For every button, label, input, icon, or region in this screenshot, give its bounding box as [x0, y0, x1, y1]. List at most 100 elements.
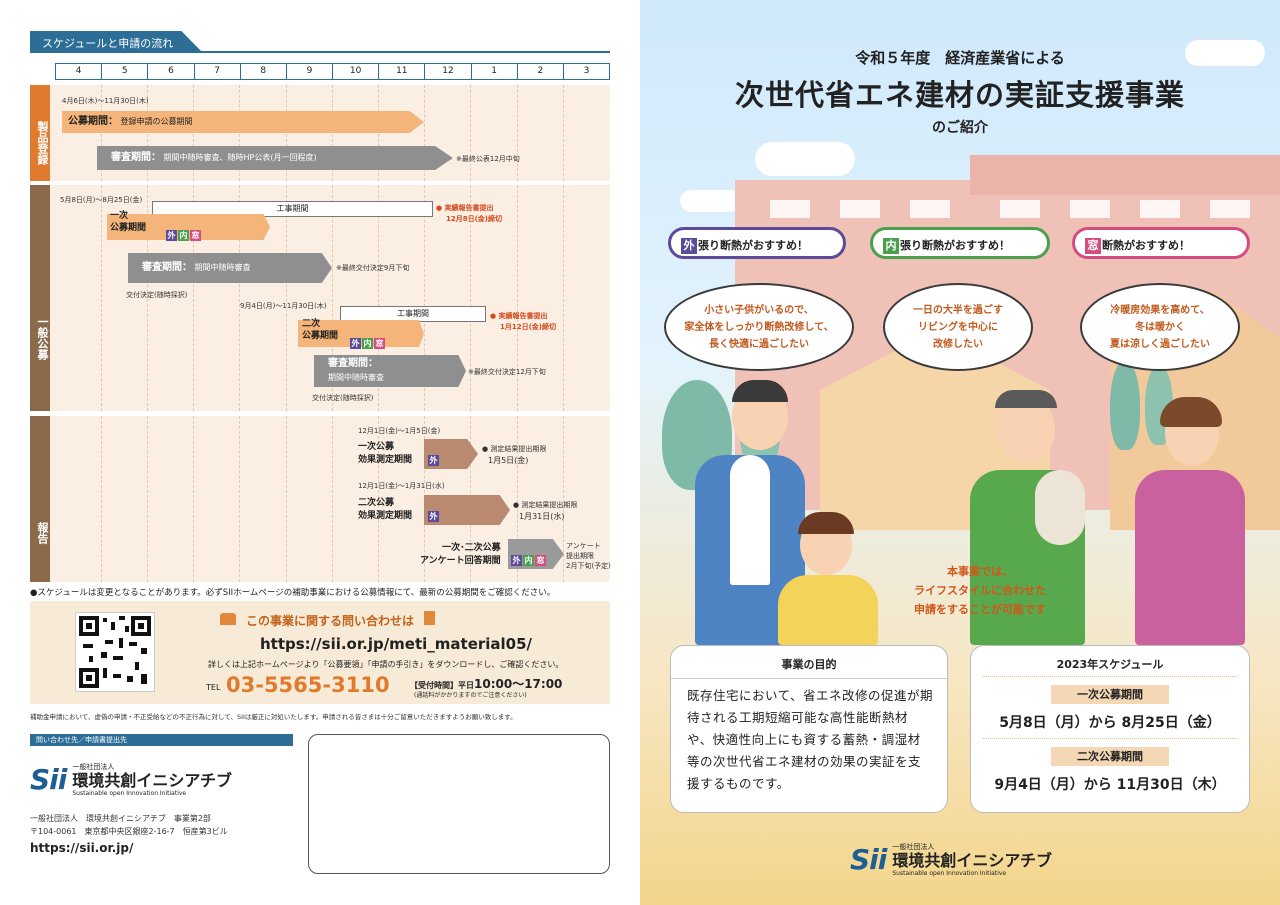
warning-text: 補助金申請において、虚偽の申請・不正受給などの不正行為に対して、SIIは厳正に対…	[30, 713, 517, 721]
product-review-bar: 審査期間： 期間中随時審査、随時HP公表(月一回程度)	[97, 146, 453, 170]
general-date-2: 9月4日(月)～11月30日(木)	[240, 302, 327, 310]
inner-tag: 内	[883, 238, 899, 254]
speech-bubble-3: 冷暖房効果を高めて、 冬は暖かく 夏は涼しく過ごしたい	[1080, 283, 1240, 371]
window-tag: 窓	[190, 230, 201, 241]
review-bar-1: 審査期間： 期間中随時審査	[128, 253, 332, 283]
badge-text: 張り断熱がおすすめ！	[698, 239, 808, 252]
tree	[1110, 360, 1140, 450]
report-deadline-2b: 1月12日(金)締切	[500, 323, 557, 331]
qr-code[interactable]	[75, 612, 155, 692]
product-review-text: 期間中随時審査、随時HP公表(月一回程度)	[163, 153, 317, 162]
mother-figure	[1135, 470, 1245, 645]
second-period-date: 9月4日（月）から 11月30日（木）	[994, 777, 1226, 793]
cover-intro: のご紹介	[932, 120, 988, 136]
result-deadline-1b: 1月5日(金)	[488, 456, 529, 465]
org-name: 環境共創イニシアチブ	[72, 771, 233, 790]
hours-label: 【受付時間】平日	[410, 681, 474, 690]
tel-number[interactable]: 03-5565-3110	[226, 673, 390, 697]
outer-insulation-badge: 外張り断熱がおすすめ！	[668, 227, 846, 259]
general-date-1: 5月8日(月)～8月25日(金)	[60, 196, 143, 204]
work-period-bar-2: 工事期間	[340, 306, 486, 322]
sii-logo-mark: Sii	[30, 763, 67, 796]
bubble-line: 長く快適に過ごしたい	[709, 339, 809, 350]
cloud	[680, 190, 740, 212]
schedule-page: スケジュールと申請の流れ 4 5 6 7 8 9 10 11 12 1 2 3 …	[30, 31, 611, 874]
report-date-2: 12月1日(金)～1月31日(水)	[358, 482, 445, 490]
report-label-1: 一次公募 効果測定期間	[358, 442, 413, 465]
speech-bubble-1: 小さい子供がいるので、 家全体をしっかり断熱改修して、 長く快適に過ごしたい	[664, 283, 854, 371]
child-figure	[778, 575, 878, 645]
first-period-title: 一次公募期間	[1051, 685, 1169, 704]
month-cell: 10	[333, 64, 380, 79]
decision-1: 交付決定(随時採択)	[126, 291, 188, 299]
hair	[798, 512, 854, 534]
product-period-label: 公募期間：	[68, 116, 118, 127]
badge-text: 断熱がおすすめ！	[1102, 239, 1190, 252]
sii-logo-cover: Sii 一般社団法人 環境共創イニシアチブ Sustainable open I…	[850, 842, 1052, 877]
inner-tag: 内	[178, 230, 189, 241]
report-deadline-1a: ● 実績報告書提出	[436, 204, 494, 212]
catch-line: 本事業では、	[947, 565, 1013, 578]
result-deadline-2a: ● 測定結果提出期限	[513, 501, 578, 509]
month-cell: 2	[518, 64, 564, 79]
address-label-box	[308, 734, 610, 874]
result-deadline-1a: ● 測定結果提出期限	[482, 445, 547, 453]
badge-text: 張り断熱がおすすめ！	[900, 239, 1010, 252]
first-period-date: 5月8日（月）から 8月25日（金）	[999, 715, 1221, 731]
address-line-2: 〒104-0061 東京都中央区銀座2-16-7 恒産第3ビル	[30, 827, 228, 836]
purpose-panel: 事業の目的 既存住宅において、省エネ改修の促進が期待される工期短縮可能な高性能断…	[670, 645, 948, 813]
month-cell: 4	[56, 64, 103, 79]
product-note: ※最終公表12月中旬	[456, 155, 520, 163]
catch-line: ライフスタイルに合わせた	[914, 584, 1046, 597]
site-url[interactable]: https://sii.or.jp/	[30, 841, 134, 855]
second-period-title: 二次公募期間	[1051, 747, 1169, 766]
outer-tag: 外	[166, 230, 177, 241]
cover-title: 次世代省エネ建材の実証支援事業	[734, 78, 1185, 112]
month-cell: 9	[287, 64, 334, 79]
outer-tag: 外	[511, 555, 522, 566]
contact-url[interactable]: https://sii.or.jp/meti_material05/	[260, 635, 533, 653]
report-deadline-2a: ● 実績報告書提出	[490, 312, 548, 320]
window-insulation-badge: 窓断熱がおすすめ！	[1072, 227, 1250, 259]
contact-box: この事業に関する問い合わせは https://sii.or.jp/meti_ma…	[30, 601, 610, 704]
catch-line: 申請をすることが可能です	[914, 603, 1046, 616]
outer-tag: 外	[350, 338, 361, 349]
cloud	[1185, 40, 1265, 66]
bubble-line: 冬は暖かく	[1135, 322, 1185, 333]
schedule-header: スケジュールと申請の流れ	[30, 31, 202, 52]
month-cell: 5	[102, 64, 149, 79]
building-roof	[970, 155, 1280, 195]
speech-bubble-2: 一日の大半を過ごす リビングを中心に 改修したい	[883, 283, 1033, 371]
org-en: Sustainable open Innovation Initiative	[72, 790, 187, 797]
cover-subtitle: 令和５年度 経済産業省による	[855, 49, 1065, 67]
second-period-bar	[298, 320, 424, 347]
report-tag-1: 外	[428, 448, 440, 467]
schedule-title: 2023年スケジュール	[1056, 658, 1164, 671]
bubble-line: 一日の大半を過ごす	[912, 305, 1004, 316]
second-tags: 外内窓	[350, 331, 386, 350]
hours-value: 10:00～17:00	[474, 677, 563, 691]
survey-deadline-b: 提出期限	[566, 552, 594, 560]
hair	[1160, 397, 1222, 427]
sii-logo: Sii 一般社団法人 環境共創イニシアチブ Sustainable open I…	[30, 762, 232, 797]
inner-insulation-badge: 内張り断熱がおすすめ！	[870, 227, 1050, 259]
report-tags-3: 外内窓	[511, 548, 547, 567]
contact-title: この事業に関する問い合わせは	[246, 614, 415, 628]
cloud	[755, 142, 855, 176]
survey-deadline-a: アンケート	[566, 542, 601, 550]
month-cell: 8	[241, 64, 287, 79]
contact-title-row: この事業に関する問い合わせは	[220, 611, 436, 629]
first-period-label: 一次 公募期間	[110, 211, 147, 233]
first-tags: 外内窓	[166, 223, 202, 242]
report-section-label: 報告	[30, 416, 50, 582]
product-date: 4月6日(木)～11月30日(木)	[62, 97, 149, 105]
tel-label: TEL	[206, 683, 221, 692]
cover-page: 令和５年度 経済産業省による 次世代省エネ建材の実証支援事業 のご紹介 外張り断…	[640, 0, 1280, 905]
decision-2: 交付決定(随時採択)	[312, 394, 374, 402]
review-bar-2: 審査期間： 期間中随時審査	[314, 355, 466, 387]
org-small: 一般社団法人	[72, 763, 115, 771]
hours-row: 【受付時間】平日10:00～17:00	[410, 675, 562, 692]
month-cell: 7	[195, 64, 241, 79]
schedule-notice: ●スケジュールは変更となることがあります。必ずSIIホームページの補助事業におけ…	[30, 588, 556, 598]
month-cell: 12	[425, 64, 472, 79]
